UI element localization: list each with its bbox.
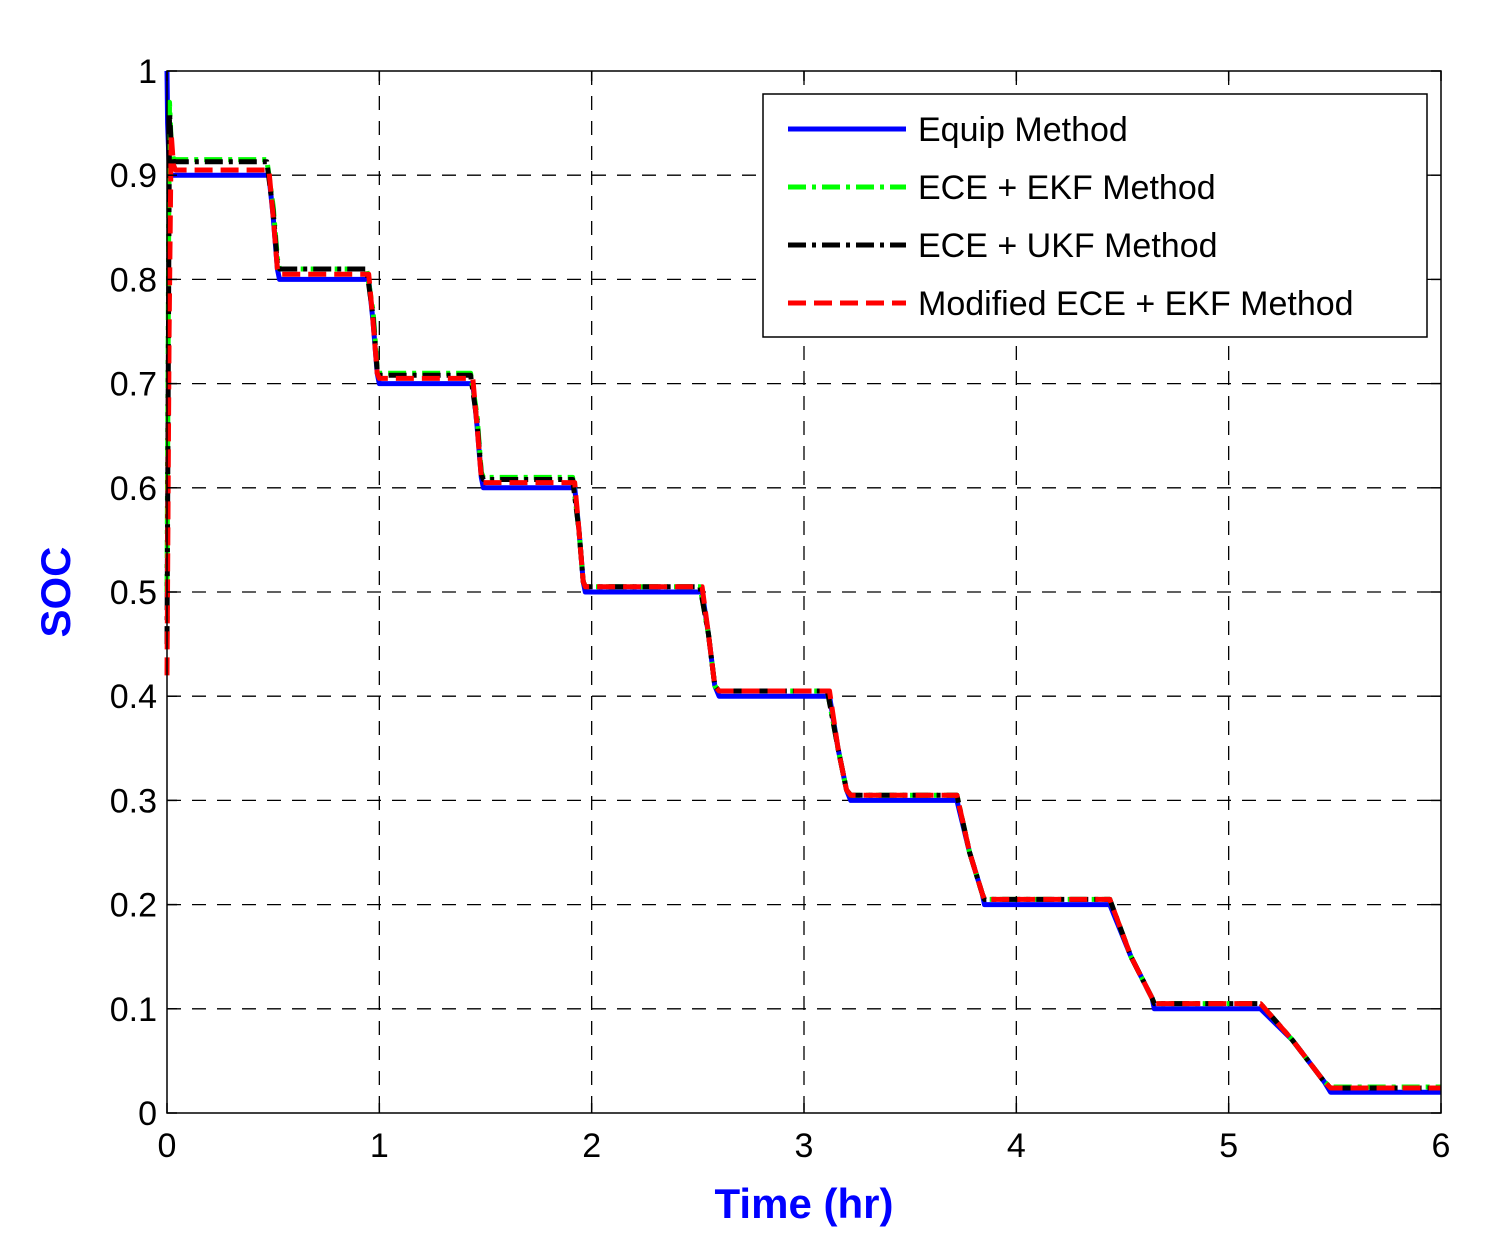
x-tick-label: 6 xyxy=(1432,1127,1451,1165)
y-tick-label: 0.6 xyxy=(110,470,157,508)
y-tick-label: 0.2 xyxy=(110,887,157,925)
x-tick-label: 4 xyxy=(1007,1127,1026,1165)
y-axis-title: SOC xyxy=(32,546,79,637)
legend-label-1: Equip Method xyxy=(918,111,1128,149)
y-tick-label: 0.9 xyxy=(110,157,157,195)
legend-box xyxy=(762,93,1428,338)
legend-label-3: ECE + UKF Method xyxy=(918,227,1218,265)
y-tick-label: 0 xyxy=(138,1095,157,1133)
y-tick-label: 1 xyxy=(138,53,157,91)
x-tick-label: 2 xyxy=(582,1127,601,1165)
legend-label-2: ECE + EKF Method xyxy=(918,169,1216,207)
x-tick-label: 3 xyxy=(795,1127,814,1165)
y-tick-label: 0.7 xyxy=(110,366,157,404)
series-layer xyxy=(164,70,1441,1095)
y-tick-label: 0.4 xyxy=(110,678,157,716)
y-tick-label: 0.8 xyxy=(110,261,157,299)
y-tick-label: 0.3 xyxy=(110,782,157,820)
legend-label-4: Modified ECE + EKF Method xyxy=(918,285,1354,323)
grid-lines xyxy=(167,71,1441,1113)
x-tick-label: 0 xyxy=(158,1127,177,1165)
legend: Equip Method ECE + EKF Method ECE + UKF Me… xyxy=(762,93,1428,338)
y-tick-label: 0.5 xyxy=(110,574,157,612)
x-tick-label: 5 xyxy=(1219,1127,1238,1165)
axis-ticks: 0 1 2 3 4 5 6 0 0.1 0.2 0.3 0.4 0.5 0.6 0.7 0.8 0.9 1 xyxy=(110,53,1451,1165)
x-axis-title: Time (hr) xyxy=(715,1180,894,1227)
x-tick-label: 1 xyxy=(370,1127,389,1165)
series-line-4 xyxy=(164,131,1441,1091)
y-tick-label: 0.1 xyxy=(110,991,157,1029)
